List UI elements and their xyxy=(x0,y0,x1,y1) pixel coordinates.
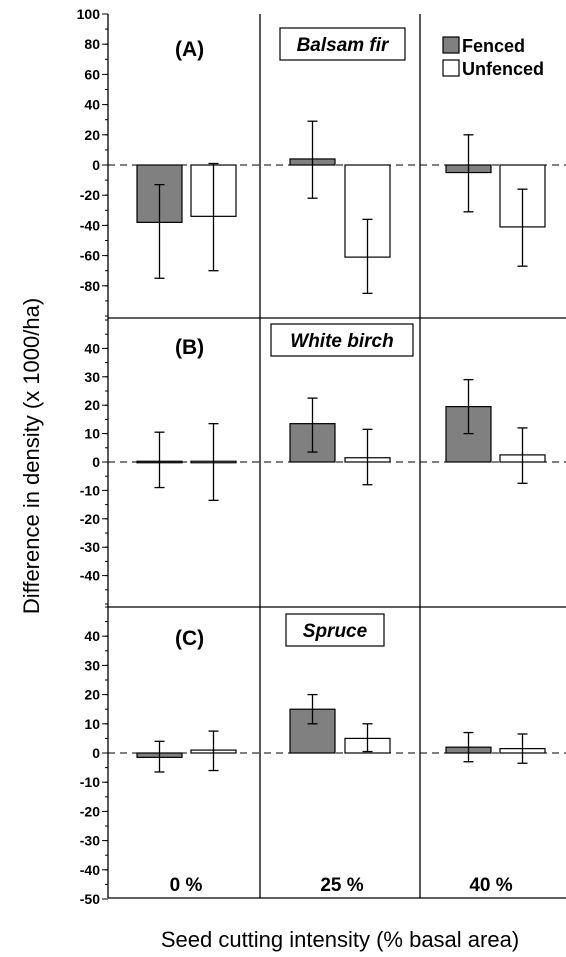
y-tick-label: 30 xyxy=(84,369,100,385)
y-tick-label: 10 xyxy=(84,716,100,732)
y-tick-label: 10 xyxy=(84,426,100,442)
chart-overlay: Fenced Unfenced 0 % 25 % 40 % xyxy=(107,14,566,899)
y-tick-label: 80 xyxy=(84,36,100,52)
panel-letter: (A) xyxy=(175,38,204,61)
panel-letter: (B) xyxy=(175,336,204,359)
y-tick-label: 30 xyxy=(84,657,100,673)
x-axis-title: Seed cutting intensity (% basal area) xyxy=(161,927,519,952)
legend-swatch xyxy=(442,59,460,77)
y-tick-label: -50 xyxy=(80,891,100,907)
y-tick-label: 20 xyxy=(84,687,100,703)
y-tick-label: -80 xyxy=(80,278,100,294)
y-tick-label: 40 xyxy=(84,97,100,113)
y-tick-label: -30 xyxy=(80,833,100,849)
legend-swatch xyxy=(442,36,460,54)
y-tick-label: 40 xyxy=(84,340,100,356)
panel-letter: (C) xyxy=(175,627,204,650)
y-tick-label: 0 xyxy=(92,157,100,173)
species-label-box xyxy=(279,27,406,61)
y-tick-label: -40 xyxy=(80,568,100,584)
y-tick-label: 100 xyxy=(77,6,101,22)
category-label: 0 % xyxy=(170,875,203,896)
y-tick-label: -60 xyxy=(80,248,100,264)
y-axis-title: Difference in density (x 1000/ha) xyxy=(19,298,44,614)
y-tick-label: 60 xyxy=(84,66,100,82)
legend-label: Fenced xyxy=(462,36,525,56)
y-tick-label: 20 xyxy=(84,127,100,143)
category-label: 40 % xyxy=(469,875,512,896)
species-label-box xyxy=(285,613,385,647)
y-tick-label: -20 xyxy=(80,187,100,203)
species-label: Balsam fir xyxy=(297,35,390,56)
y-tick-label: -20 xyxy=(80,803,100,819)
species-label: Spruce xyxy=(303,621,368,642)
panel-c: 40 30 20 10 0 -10 -20 -30 -40 -50 (C) Spruce xyxy=(80,606,566,907)
y-tick-label: -20 xyxy=(80,511,100,527)
panel-a: 100 80 60 40 20 0 -20 -40 -60 -80 (A) Balsam fir xyxy=(77,6,566,317)
y-tick-label: 0 xyxy=(92,745,100,761)
species-label-box xyxy=(270,323,414,357)
legend-label: Unfenced xyxy=(462,59,544,79)
y-tick-label: -10 xyxy=(80,774,100,790)
y-tick-label: -30 xyxy=(80,539,100,555)
species-label: White birch xyxy=(290,331,393,352)
y-tick-label: 20 xyxy=(84,397,100,413)
y-tick-label: 40 xyxy=(84,628,100,644)
y-tick-label: -40 xyxy=(80,217,100,233)
panel-b: 40 30 20 10 0 -10 -20 -30 -40 (B) White birch xyxy=(80,319,566,605)
category-label: 25 % xyxy=(320,875,363,896)
y-tick-label: 0 xyxy=(92,454,100,470)
y-tick-label: -40 xyxy=(80,862,100,878)
y-tick-label: -10 xyxy=(80,482,100,498)
